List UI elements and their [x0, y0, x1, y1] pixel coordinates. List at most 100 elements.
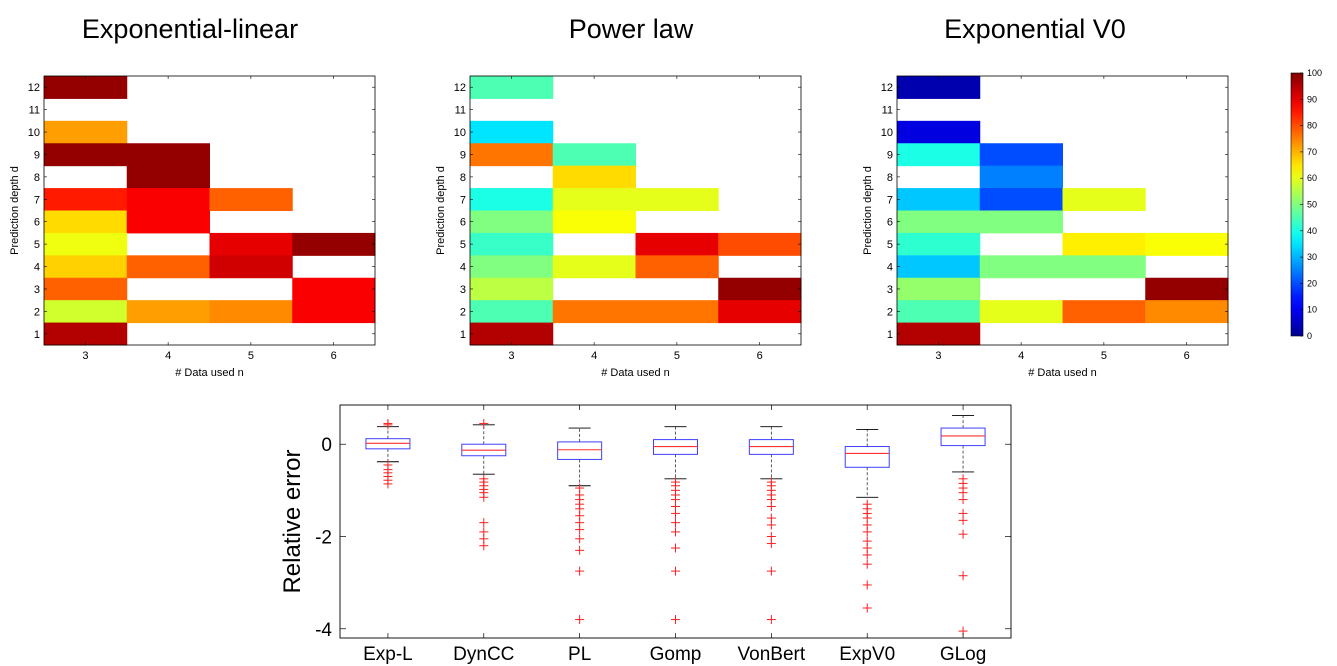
heatmap-cell-n3-d4 [470, 255, 554, 279]
outlier-marker [766, 615, 776, 625]
y-tick-label: 3 [460, 284, 466, 296]
x-tick-label: GLog [940, 644, 986, 665]
x-tick-label: DynCC [453, 644, 514, 665]
heatmap-cell-n3-d3 [470, 277, 554, 301]
boxplot-boxes [365, 415, 986, 636]
heatmap-cells [897, 76, 1229, 346]
y-tick-label: 5 [887, 239, 893, 251]
heatmap-cell-n3-d10 [897, 120, 981, 144]
y-tick-label: 6 [460, 217, 466, 229]
y-tick-label: 6 [887, 217, 893, 229]
y-tick-label: 12 [28, 82, 40, 94]
outlier-marker [575, 534, 585, 544]
outlier-marker [766, 538, 776, 548]
outlier-marker [671, 543, 680, 553]
heatmap-cell-n5-d4 [635, 255, 719, 279]
y-tick-label: 4 [460, 262, 466, 274]
heatmap-cell-n3-d12 [44, 76, 128, 99]
x-tick-label: 3 [508, 350, 514, 362]
y-tick-label: 12 [454, 82, 466, 94]
heatmap-cell-n6-d5 [292, 232, 376, 256]
box-exp-l [365, 418, 411, 489]
heatmap-cell-n5-d4 [209, 255, 293, 279]
x-tick-label: VonBert [738, 644, 806, 665]
y-tick-label: -4 [315, 620, 332, 641]
box-gomp [653, 426, 698, 625]
heatmap-cell-n3-d2 [470, 300, 554, 324]
heatmap-cell-n4-d6 [552, 210, 636, 234]
y-tick-label: 1 [460, 329, 466, 341]
heatmap-cell-n5-d5 [209, 232, 293, 256]
axis-ticks: Exp-L DynCC PL Gomp VonBert ExpV0 GLog 0 -2 -4 [315, 405, 1011, 665]
y-axis-label: Prediction depth d [435, 166, 447, 255]
x-axis-label: # Data used n [601, 367, 670, 379]
outlier-marker [383, 418, 393, 428]
heatmap-cell-n4-d9 [552, 143, 636, 167]
colorbar-tick-label: 80 [1307, 121, 1317, 131]
heatmap-cell-n6-d2 [1145, 300, 1229, 324]
heatmap-cell-n3-d6 [44, 210, 128, 234]
plot-frame [43, 75, 376, 346]
colorbar-frame [1290, 72, 1304, 337]
outlier-marker [671, 508, 680, 518]
heatmap-cell-n6-d5 [718, 232, 802, 256]
outlier-marker [766, 502, 776, 512]
heatmap-cell-n4-d8 [552, 165, 636, 189]
y-axis-label: Prediction depth d [9, 166, 21, 255]
colorbar-tick-label: 40 [1307, 226, 1317, 236]
heatmap-cell-n5-d2 [635, 300, 719, 324]
heatmap-cell-n4-d2 [126, 300, 210, 324]
heatmap-cell-n3-d4 [897, 255, 981, 279]
outlier-marker [671, 566, 680, 576]
box-vonbert [748, 426, 794, 625]
heatmap-cell-n4-d2 [552, 300, 636, 324]
x-tick-label: 5 [1101, 350, 1107, 362]
heatmap-cell-n6-d3 [718, 277, 802, 301]
outlier-marker [479, 518, 489, 528]
heatmap-cell-n3-d1 [44, 322, 128, 346]
x-tick-label: 4 [1018, 350, 1024, 362]
heatmap-cell-n3-d1 [470, 322, 554, 346]
heatmap-cells [470, 76, 802, 346]
heatmap-cell-n3-d7 [470, 188, 554, 211]
colorbar-tick-label: 100 [1307, 68, 1322, 78]
x-tick-label: PL [568, 644, 591, 665]
colorbar-tick-label: 90 [1307, 94, 1317, 104]
heatmap-cell-n4-d8 [126, 165, 210, 189]
heatmap-cell-n3-d10 [470, 120, 554, 144]
colorbar-tick-label: 60 [1307, 173, 1317, 183]
x-tick-label: ExpV0 [839, 644, 895, 665]
heatmap-cell-n5-d7 [209, 188, 293, 211]
y-tick-label: 1 [887, 329, 893, 341]
boxplot-relative-error: Exp-L DynCC PL Gomp VonBert ExpV0 GLog 0 -2 -4 Re… [279, 404, 1012, 665]
y-tick-label: 7 [34, 194, 40, 206]
heatmap-cell-n4-d9 [126, 143, 210, 167]
heatmap-cell-n6-d3 [1145, 277, 1229, 301]
heatmap-cell-n3-d2 [897, 300, 981, 324]
iqr-box [557, 441, 603, 460]
outlier-marker [383, 479, 393, 489]
heatmap-cell-n4-d7 [126, 188, 210, 211]
y-tick-label: 8 [887, 172, 893, 184]
x-tick-label: 6 [1184, 350, 1190, 362]
colorbar-tick-label: 50 [1307, 200, 1317, 210]
heatmap-cell-n4-d6 [126, 210, 210, 234]
heatmap-cell-n3-d9 [470, 143, 554, 167]
colorbar-tick-label: 10 [1307, 305, 1317, 315]
y-tick-label: 5 [460, 239, 466, 251]
heatmap-cell-n5-d2 [1062, 300, 1146, 324]
outlier-marker [479, 492, 489, 502]
y-tick-label: 11 [882, 105, 893, 117]
outlier-marker [958, 571, 968, 581]
heatmap-cell-n5-d5 [635, 232, 719, 256]
outlier-marker [862, 603, 872, 613]
y-tick-label: 8 [460, 172, 466, 184]
box-dyncc [461, 418, 507, 551]
outlier-marker [958, 495, 968, 505]
heatmap-cell-n3-d7 [44, 188, 128, 211]
box-expv0 [844, 429, 890, 613]
